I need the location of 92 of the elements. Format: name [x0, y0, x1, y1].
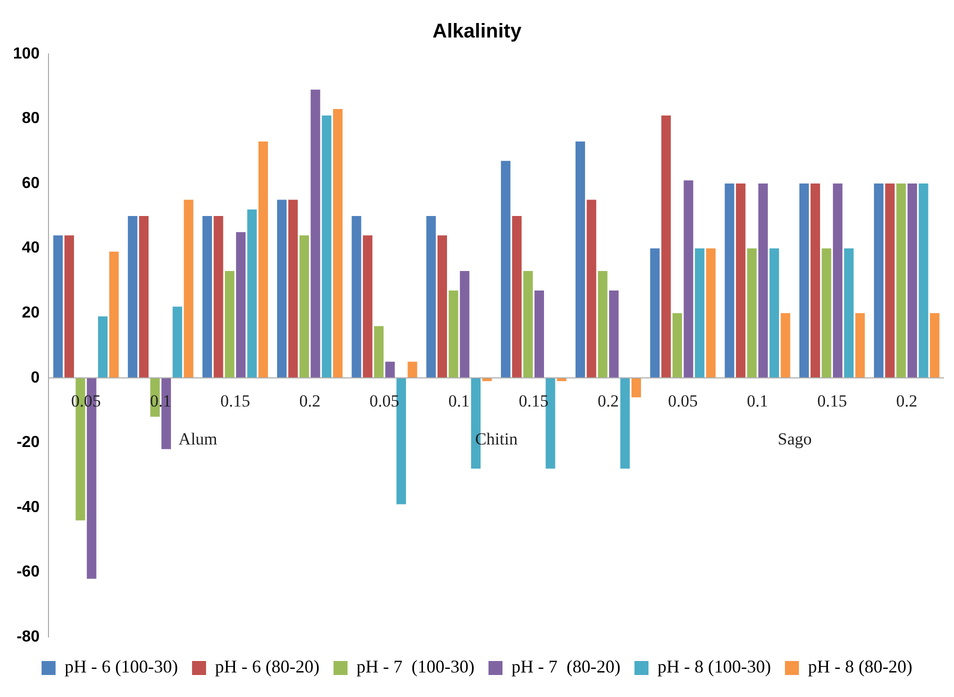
bar: [631, 378, 641, 398]
y-tick-label: -40: [16, 498, 40, 516]
bar: [53, 235, 63, 378]
bar: [534, 290, 544, 378]
y-tick-label: -20: [16, 434, 40, 452]
annotation: Alum: [178, 429, 218, 448]
bar: [258, 141, 268, 378]
x-tick-label: 0.2: [598, 391, 619, 410]
bar: [896, 184, 906, 378]
y-tick-label: 80: [22, 110, 40, 128]
bar: [736, 184, 746, 378]
bar: [770, 248, 780, 378]
y-tick-label: -60: [16, 564, 40, 581]
bar: [822, 248, 832, 378]
bar: [236, 232, 246, 378]
bar: [98, 316, 108, 378]
bar: [885, 184, 895, 378]
bar: [672, 313, 682, 378]
bar: [277, 200, 287, 378]
bar: [844, 248, 854, 378]
bar: [500, 160, 510, 378]
bar: [385, 362, 395, 378]
bar: [930, 313, 940, 378]
bar: [362, 235, 372, 378]
legend-label: pH - 6 (80-20): [215, 656, 320, 677]
bar: [620, 378, 630, 469]
bar: [408, 362, 418, 378]
x-tick-label: 0.15: [220, 391, 250, 410]
bar: [352, 216, 362, 378]
bar: [523, 271, 533, 378]
bar: [184, 200, 194, 378]
bar: [247, 209, 257, 378]
bar: [438, 235, 448, 378]
bar: [908, 184, 918, 378]
bar: [576, 141, 586, 378]
bar: [322, 116, 332, 378]
bar: [694, 248, 704, 378]
bar: [109, 252, 119, 378]
y-tick-label: 20: [22, 304, 40, 322]
bar: [799, 184, 809, 378]
x-tick-label: 0.2: [896, 391, 918, 410]
y-tick-label: 100: [12, 45, 40, 62]
y-tick-label: 40: [22, 240, 40, 257]
bar: [288, 200, 298, 378]
bar: [810, 184, 820, 378]
legend-label: pH - 6 (100-30): [64, 656, 178, 677]
bar: [310, 90, 320, 378]
x-tick-label: 0.2: [299, 391, 320, 410]
bar: [448, 290, 458, 378]
bar: [426, 216, 436, 378]
bar: [832, 184, 842, 378]
x-tick-label: 0.05: [71, 391, 101, 410]
bar: [758, 184, 768, 378]
bar: [333, 109, 343, 378]
legend-label: pH - 8 (100-30): [657, 656, 771, 677]
x-tick-label: 0.1: [150, 391, 172, 410]
bar: [661, 116, 671, 378]
legend-label: pH - 8 (80-20): [808, 656, 912, 677]
x-tick-label: 0.1: [746, 391, 768, 410]
bar: [724, 184, 734, 378]
bar: [214, 216, 224, 378]
y-tick-label: 0: [30, 369, 40, 386]
bar: [512, 216, 522, 378]
legend-label: pH - 7 (100-30): [356, 656, 475, 677]
bar: [374, 326, 384, 378]
bar: [139, 216, 149, 378]
bar: [706, 248, 716, 378]
legend-label: pH - 7 (80-20): [512, 656, 620, 677]
bar: [299, 235, 309, 378]
bar: [172, 306, 182, 378]
bar: [460, 271, 470, 378]
bar: [855, 313, 865, 378]
annotation: Sago: [778, 429, 812, 448]
bar: [650, 248, 660, 378]
bar: [609, 290, 619, 378]
y-tick-label: 60: [22, 174, 40, 192]
x-tick-label: 0.15: [817, 391, 847, 410]
bar: [684, 180, 694, 378]
bar: [64, 235, 74, 378]
bar: [780, 313, 790, 378]
x-tick-label: 0.05: [668, 391, 698, 410]
bar: [918, 184, 928, 378]
bar: [747, 248, 757, 378]
bar: [598, 271, 608, 378]
y-tick-label: -80: [16, 628, 40, 646]
bar: [202, 216, 212, 378]
chart-title: Alkalinity: [432, 20, 522, 43]
bar: [874, 184, 884, 378]
bar: [586, 200, 596, 378]
x-tick-label: 0.1: [448, 391, 470, 410]
bar: [128, 216, 138, 378]
bar: [224, 271, 234, 378]
